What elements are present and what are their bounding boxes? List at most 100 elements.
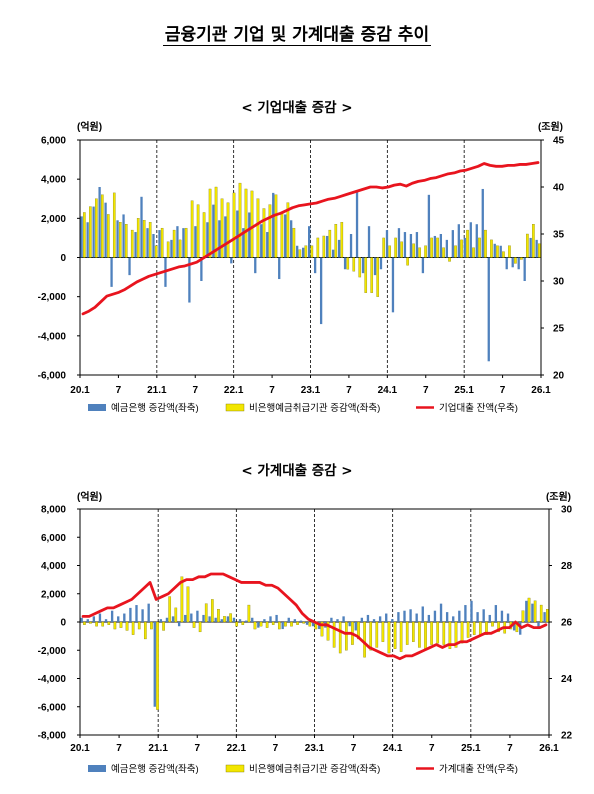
- nonbank-bar: [95, 198, 98, 258]
- bank-bar: [427, 194, 431, 258]
- nonbank-bar: [83, 621, 86, 625]
- bank-bar: [415, 232, 419, 258]
- bank-bar: [337, 239, 341, 258]
- nonbank-bar: [502, 251, 505, 258]
- bank-bar: [311, 622, 315, 627]
- legend-label: 비은행예금취급기관 증감액(좌축): [249, 763, 380, 775]
- nonbank-bar: [250, 190, 254, 258]
- x-tick-label: 7: [429, 743, 435, 754]
- bank-bar: [349, 234, 353, 258]
- left-tick-label: -2,000: [38, 292, 67, 303]
- bank-bar: [208, 616, 211, 622]
- bank-bar: [134, 232, 137, 258]
- left-tick-label: -4,000: [38, 331, 67, 342]
- bank-bar: [214, 617, 217, 622]
- bank-bar: [275, 614, 278, 622]
- nonbank-bar: [352, 257, 356, 272]
- bank-bar: [433, 235, 437, 258]
- nonbank-bar: [130, 229, 134, 258]
- right-tick-label: 28: [561, 561, 573, 572]
- left-tick-label: -8,000: [38, 731, 67, 742]
- bank-bar: [433, 610, 437, 622]
- nonbank-bar: [162, 621, 165, 631]
- bank-bar: [360, 617, 364, 622]
- nonbank-bar: [424, 621, 427, 651]
- legend-label: 기업대출 잔액(우축): [439, 402, 518, 414]
- x-tick-label: 7: [269, 385, 275, 396]
- household-loan-chart: 8,000 6,000 4,000 2,000 0 -2,000 -4,000 -6,000 -…: [38, 490, 573, 775]
- nonbank-bar: [95, 621, 98, 627]
- bank-bar: [445, 239, 448, 258]
- nonbank-bar: [259, 621, 263, 627]
- bank-bar: [470, 600, 473, 622]
- nonbank-bar: [430, 621, 433, 645]
- x-tick-label: 25.1: [454, 385, 474, 396]
- bank-bar: [354, 622, 357, 631]
- bank-bar: [451, 230, 454, 258]
- bank-bar: [325, 235, 329, 258]
- x-tick-label: 22.1: [224, 385, 244, 396]
- bank-bar: [165, 617, 169, 622]
- bank-bar: [299, 620, 303, 622]
- left-tick-label: 4,000: [41, 175, 66, 186]
- bank-bar: [196, 610, 199, 622]
- nonbank-bar: [424, 245, 427, 258]
- bank-bar: [531, 603, 534, 622]
- nonbank-bar: [174, 607, 178, 623]
- legend-swatch: [88, 765, 106, 772]
- bank-bar: [224, 216, 227, 258]
- nonbank-bar: [418, 247, 421, 258]
- bank-bar: [372, 619, 376, 622]
- bank-bar: [92, 206, 95, 258]
- bank-bar: [281, 622, 284, 630]
- bank-bar: [457, 224, 460, 258]
- nonbank-bar: [83, 212, 86, 258]
- bank-bar: [500, 610, 504, 622]
- nonbank-bar: [284, 621, 287, 627]
- bank-bar: [397, 228, 401, 258]
- nonbank-bar: [466, 621, 470, 638]
- nonbank-bar: [478, 237, 481, 258]
- nonbank-bar: [400, 241, 403, 258]
- nonbank-bar: [430, 237, 433, 258]
- bank-bar: [296, 245, 299, 258]
- nonbank-bar: [154, 245, 158, 258]
- left-tick-label: 6,000: [41, 136, 66, 147]
- bank-bar: [493, 243, 496, 258]
- nonbank-bar: [172, 229, 176, 258]
- nonbank-bar: [106, 214, 110, 258]
- left-tick-label: 6,000: [41, 533, 66, 544]
- bank-bar: [348, 622, 351, 627]
- bank-bar: [170, 239, 173, 258]
- nonbank-bar: [490, 239, 493, 258]
- bank-bar: [469, 222, 472, 258]
- left-tick-label: -6,000: [38, 371, 67, 382]
- nonbank-bar: [388, 245, 391, 258]
- bank-bar: [481, 188, 484, 258]
- nonbank-bar: [107, 621, 111, 625]
- nonbank-bar: [394, 237, 397, 258]
- bank-bar: [153, 622, 156, 707]
- bank-bar: [421, 257, 425, 274]
- legend: 예금은행 증감액(좌축) 비은행예금취급기관 증감액(좌축) 기업대출 잔액(우축): [88, 402, 518, 414]
- bank-bar: [511, 257, 514, 268]
- bank-bar: [218, 220, 221, 258]
- legend: 예금은행 증감액(좌축) 비은행예금취급기관 증감액(좌축) 가계대출 잔액(우축): [88, 763, 518, 775]
- nonbank-bar: [448, 621, 452, 649]
- bank-bar: [184, 614, 187, 622]
- bank-bar: [152, 234, 155, 258]
- nonbank-bar: [466, 229, 469, 258]
- balance-line: [81, 161, 540, 316]
- right-tick-label: 40: [553, 183, 565, 194]
- nonbank-bar: [247, 604, 251, 623]
- nonbank-bar: [326, 621, 330, 641]
- right-tick-label: 24: [561, 674, 573, 685]
- left-tick-label: -2,000: [38, 646, 67, 657]
- nonbank-bar: [454, 245, 457, 258]
- nonbank-bar: [143, 621, 147, 640]
- x-tick-label: 21.1: [147, 385, 167, 396]
- left-tick-label: -4,000: [38, 674, 67, 685]
- nonbank-bar: [520, 257, 523, 260]
- nonbank-bar: [478, 621, 482, 635]
- bank-bar: [535, 239, 538, 258]
